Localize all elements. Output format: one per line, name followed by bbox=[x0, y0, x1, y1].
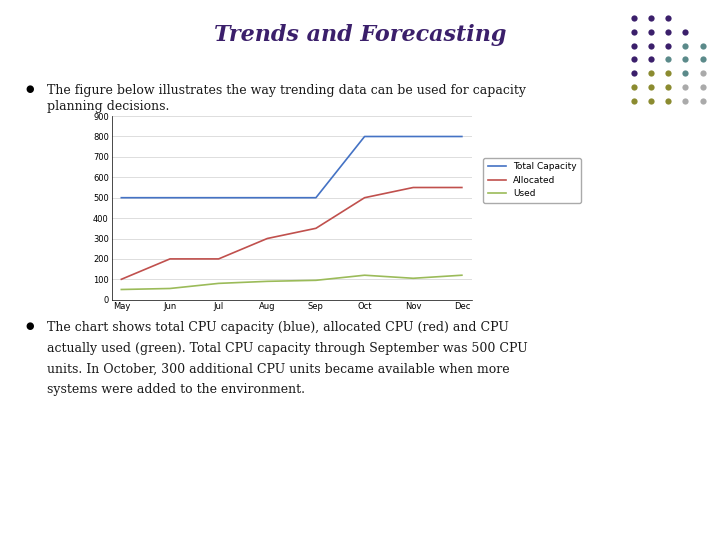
Legend: Total Capacity, Allocated, Used: Total Capacity, Allocated, Used bbox=[483, 158, 581, 203]
Text: The chart shows total CPU capacity (blue), allocated CPU (red) and CPU: The chart shows total CPU capacity (blue… bbox=[47, 321, 508, 334]
Text: ●: ● bbox=[25, 84, 34, 94]
Text: ●: ● bbox=[25, 321, 34, 332]
Text: Trends and Forecasting: Trends and Forecasting bbox=[214, 24, 506, 46]
Text: planning decisions.: planning decisions. bbox=[47, 100, 169, 113]
Text: systems were added to the environment.: systems were added to the environment. bbox=[47, 383, 305, 396]
Text: The figure below illustrates the way trending data can be used for capacity: The figure below illustrates the way tre… bbox=[47, 84, 526, 97]
Text: units. In October, 300 additional CPU units became available when more: units. In October, 300 additional CPU un… bbox=[47, 362, 510, 375]
Text: actually used (green). Total CPU capacity through September was 500 CPU: actually used (green). Total CPU capacit… bbox=[47, 342, 528, 355]
